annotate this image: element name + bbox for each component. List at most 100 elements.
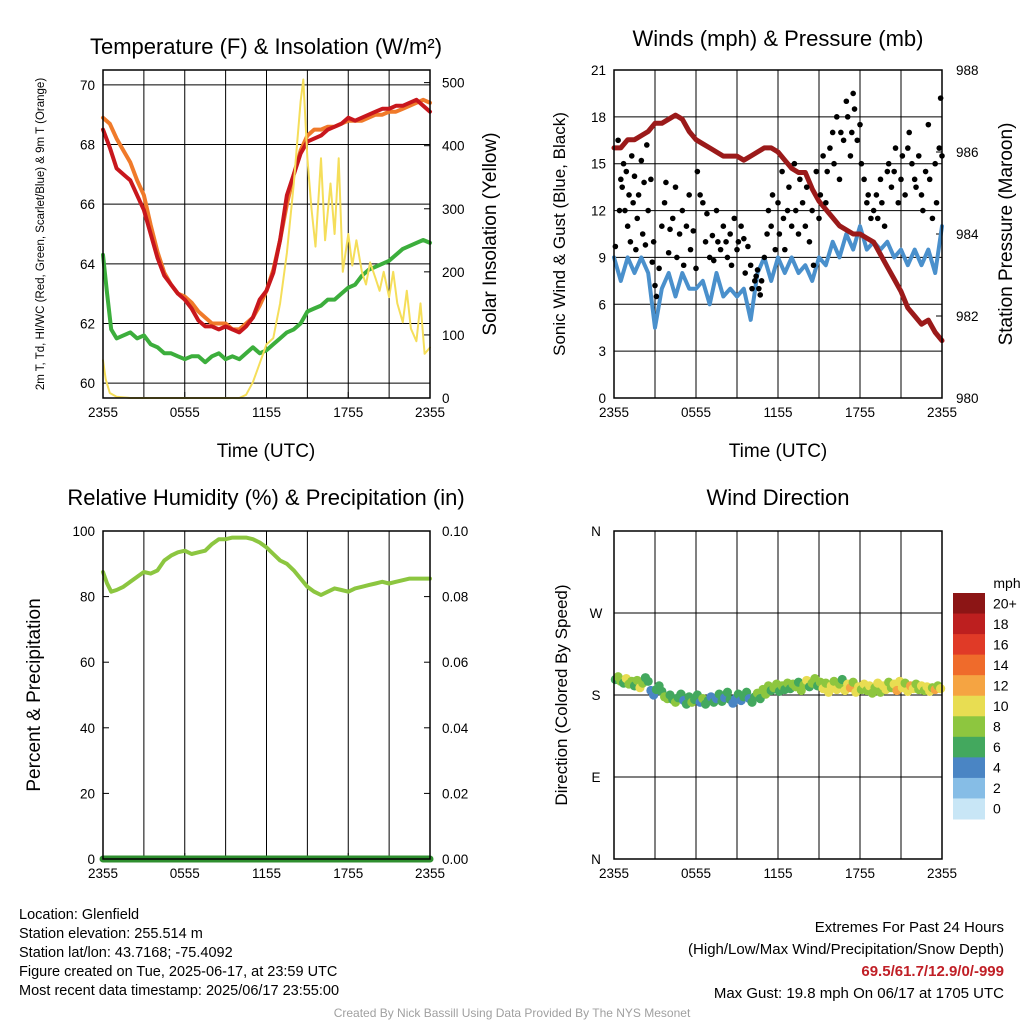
temp-chart-title: Temperature (F) & Insolation (W/m²) [90, 34, 442, 59]
rh-xtick-label: 1755 [333, 866, 363, 881]
gust-point [905, 145, 911, 151]
gust-point [742, 270, 748, 276]
gust-point [792, 207, 799, 214]
rh-ytick-label: 80 [80, 590, 95, 605]
gust-point [857, 121, 863, 128]
wind-xtick-label: 1155 [763, 405, 792, 420]
temp-ytick-label: 66 [80, 197, 95, 212]
colorbar-label: 16 [993, 636, 1009, 652]
dir-ytick-label: W [590, 606, 603, 621]
gust-point [676, 231, 683, 237]
gust-point [661, 199, 668, 206]
rh-ytick-label: 0 [87, 852, 95, 867]
wind-xtick-label: 2355 [599, 405, 629, 420]
pressure-line [611, 112, 945, 344]
gust-point [659, 223, 665, 229]
gust-point [738, 223, 744, 229]
rh-y2tick-label: 0.08 [442, 590, 468, 605]
rh-xtick-label: 1155 [252, 866, 281, 881]
gust-point [631, 173, 638, 180]
dir-xtick-label: 2355 [927, 866, 957, 881]
gust-point [687, 246, 694, 253]
gust-point [788, 223, 795, 229]
wind-y2-axis-label: Station Pressure (Maroon) [996, 123, 1017, 346]
gust-point [895, 199, 902, 206]
colorbar-label: 8 [993, 719, 1001, 735]
temp-xtick-label: 2355 [88, 405, 118, 420]
gust-point [772, 246, 779, 253]
gust-point [844, 114, 851, 120]
wind-xtick-label: 2355 [927, 405, 957, 420]
gust-point [850, 90, 856, 97]
gust-point [753, 273, 759, 279]
gust-point [833, 114, 840, 120]
colorbar-swatch [953, 777, 985, 799]
gust-point [619, 184, 625, 190]
colorbar-swatch [953, 654, 985, 676]
gust-point [680, 262, 687, 269]
temp-xtick-label: 1755 [333, 405, 363, 420]
gust-point [731, 215, 738, 222]
wind-ytick-label: 9 [598, 250, 606, 265]
gust-point [700, 199, 706, 206]
temp-y2tick-label: 100 [442, 328, 465, 343]
direction-point [936, 684, 946, 694]
direction-point [643, 676, 653, 686]
gust-point [715, 239, 721, 245]
temp-ytick-label: 60 [80, 376, 95, 391]
temp-y2tick-label: 500 [442, 76, 465, 91]
wind-y2tick-label: 986 [956, 145, 979, 160]
gust-point [779, 168, 785, 175]
gust-point [861, 176, 867, 183]
gust-point [854, 137, 861, 144]
colorbar-swatch [953, 695, 985, 717]
colorbar-swatch [953, 593, 985, 615]
rh-xtick-label: 2355 [415, 866, 445, 881]
rh-xtick-label: 2355 [88, 866, 118, 881]
temp-ytick-label: 62 [80, 316, 95, 331]
max-gust-text: Max Gust: 19.8 mph On 06/17 at 1705 UTC [713, 985, 1004, 1002]
gust-point [624, 223, 631, 229]
gust-point [741, 235, 747, 242]
gust-point [634, 215, 641, 222]
temp-y2tick-label: 0 [442, 391, 450, 406]
credit-text: Created By Nick Bassill Using Data Provi… [333, 1006, 691, 1020]
gust-point [813, 168, 820, 175]
gust-point [638, 157, 645, 164]
gust-point [933, 199, 940, 206]
gust-point [810, 262, 817, 269]
rh-y2tick-label: 0.04 [442, 721, 469, 736]
rh-y-axis-label: Percent & Precipitation [24, 598, 45, 791]
elevation-text: Station elevation: 255.514 m [19, 926, 203, 942]
wind-chart-title: Winds (mph) & Pressure (mb) [633, 26, 924, 51]
gust-point [669, 215, 676, 222]
gust-point [874, 215, 881, 222]
colorbar-swatch [953, 634, 985, 656]
temp-y2tick-label: 400 [442, 139, 465, 154]
wind-ytick-label: 21 [591, 63, 606, 78]
temp-series-line-1 [101, 97, 432, 335]
dir-y-axis-label: Direction (Colored By Speed) [552, 584, 571, 805]
temp-ytick-label: 64 [80, 257, 96, 272]
gust-point [727, 231, 733, 237]
rh-y2tick-label: 0.10 [442, 524, 468, 539]
wind-y2tick-label: 980 [956, 391, 979, 406]
gust-point [775, 199, 781, 206]
colorbar-label: 6 [993, 739, 1001, 755]
rh-chart-title: Relative Humidity (%) & Precipitation (i… [67, 485, 464, 510]
gust-point [735, 239, 742, 245]
gust-point [892, 145, 899, 151]
gust-point [710, 257, 717, 264]
colorbar-label: 14 [993, 657, 1009, 673]
gust-point [665, 249, 672, 256]
gust-point [873, 192, 880, 198]
gust-point [795, 231, 802, 237]
gust-point [877, 176, 884, 183]
gust-point [616, 207, 623, 214]
wind-speed-line [612, 224, 944, 330]
gust-point [747, 262, 754, 269]
colorbar-label: 4 [993, 760, 1001, 776]
gust-point [642, 242, 649, 248]
gust-point [816, 215, 822, 222]
